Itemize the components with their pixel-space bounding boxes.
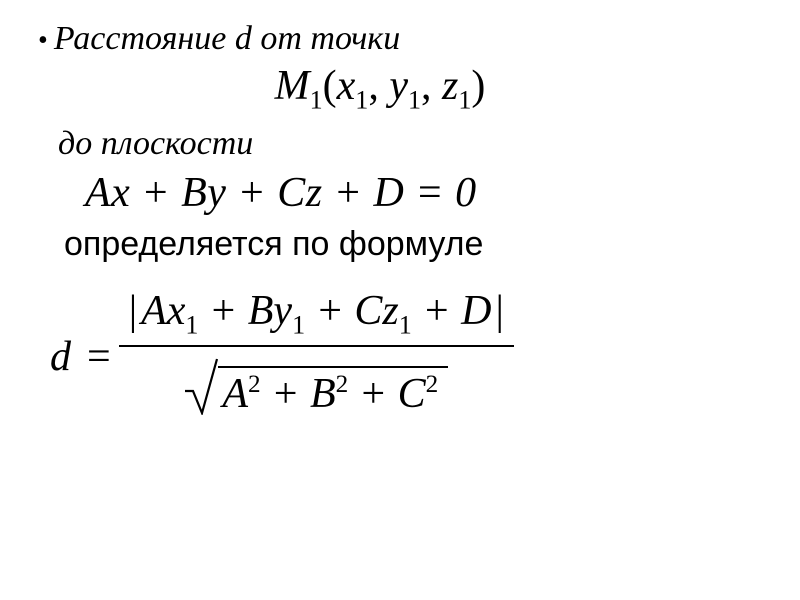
y-sub: 1: [408, 85, 421, 114]
denominator: A2 + B2 + C2: [178, 347, 454, 423]
paren-close: ): [471, 63, 485, 109]
den-c: C: [398, 371, 426, 417]
num-ax-sub: 1: [185, 311, 198, 340]
fraction: |Ax1 + By1 + Cz1 + D| A2 + B2 + C2: [119, 290, 514, 422]
plane-equation: Ax + By + Cz + D = 0: [85, 169, 770, 217]
den-a-sup: 2: [248, 371, 261, 398]
radical-icon: [184, 357, 218, 415]
sqrt: A2 + B2 + C2: [184, 357, 448, 415]
text-line-3: определяется по формуле: [64, 225, 770, 264]
num-by: By: [248, 288, 292, 334]
distance-formula: d = |Ax1 + By1 + Cz1 + D| A2 +: [50, 290, 770, 422]
comma-1: ,: [368, 63, 379, 109]
plus-5: +: [348, 371, 397, 417]
abs-left: |: [125, 288, 141, 334]
num-ax: Ax: [141, 288, 185, 334]
den-c-sup: 2: [426, 371, 439, 398]
comma-2: ,: [421, 63, 432, 109]
bullet-icon: •: [38, 25, 48, 56]
distance-intro: Расстояние d от точки: [54, 20, 400, 57]
plus-1: +: [198, 288, 247, 334]
num-cz-sub: 1: [399, 311, 412, 340]
paren-open: (: [323, 63, 337, 109]
plus-4: +: [261, 371, 310, 417]
y-var: y: [389, 63, 408, 109]
num-cz: Cz: [354, 288, 398, 334]
z-var: z: [442, 63, 458, 109]
z-sub: 1: [458, 85, 471, 114]
num-by-sub: 1: [292, 311, 305, 340]
abs-right: |: [491, 288, 507, 334]
num-d: D: [461, 288, 491, 334]
x-sub: 1: [355, 85, 368, 114]
den-a: A: [222, 371, 248, 417]
slide-content: •Расстояние d от точки M1(x1, y1, z1) до…: [0, 0, 800, 443]
text-line-1: •Расстояние d от точки: [38, 20, 770, 58]
equals-sign: =: [87, 333, 111, 381]
x-var: x: [337, 63, 356, 109]
den-b: B: [310, 371, 336, 417]
radicand: A2 + B2 + C2: [218, 366, 448, 415]
den-b-sup: 2: [336, 371, 349, 398]
numerator: |Ax1 + By1 + Cz1 + D|: [119, 290, 514, 344]
plus-3: +: [412, 288, 461, 334]
plus-2: +: [305, 288, 354, 334]
d-variable: d: [50, 333, 71, 381]
point-definition: M1(x1, y1, z1): [0, 62, 770, 115]
text-line-2: до плоскости: [58, 125, 770, 163]
m-sub: 1: [310, 85, 323, 114]
point-m: M: [275, 63, 310, 109]
